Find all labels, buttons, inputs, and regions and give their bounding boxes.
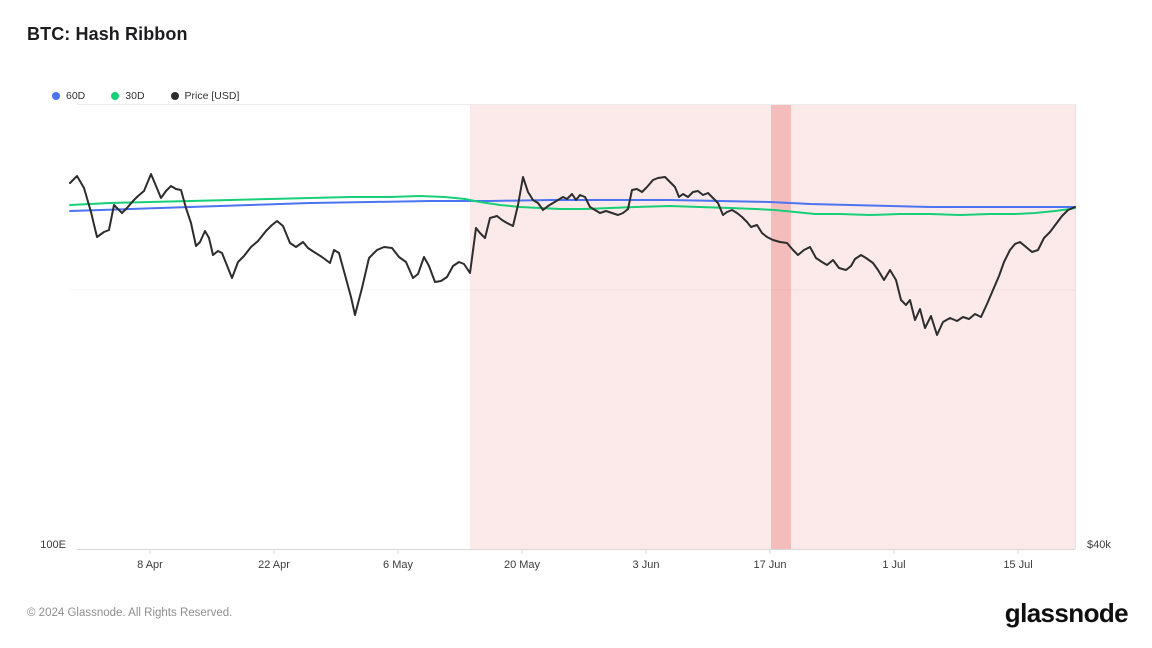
page-title: BTC: Hash Ribbon [27, 24, 188, 44]
legend-label-60d: 60D [66, 89, 86, 102]
copyright-text: © 2024 Glassnode. All Rights Reserved. [27, 607, 233, 619]
x-tick-label: 8 Apr [137, 559, 163, 571]
legend-item-60d[interactable]: 60D [52, 91, 85, 102]
glassnode-logo: glassnode [1004, 598, 1129, 628]
x-tick-label: 6 May [383, 559, 413, 571]
x-tick-label: 3 Jun [633, 559, 660, 571]
capitulation-band-region [771, 104, 791, 549]
chart-legend: 60D 30D Price [USD] [52, 89, 239, 103]
legend-label-30d: 30D [125, 89, 145, 102]
legend-dot-price-icon [170, 92, 179, 100]
series-line-30d [69, 195, 1076, 216]
legend-item-30d[interactable]: 30D [111, 89, 145, 102]
legend-dot-30d-icon [111, 92, 120, 100]
x-tick-label: 20 May [504, 559, 541, 571]
y-axis-right-label: $40k [1087, 539, 1111, 551]
legend-item-price[interactable]: Price [USD] [170, 89, 240, 102]
series-line-60d [69, 199, 1076, 212]
legend-label-price: Price [USD] [184, 89, 240, 102]
series-line-price-usd [69, 173, 1076, 336]
x-tick-label: 22 Apr [258, 559, 290, 571]
x-tick-label: 17 Jun [753, 559, 786, 571]
x-tick-label: 1 Jul [882, 559, 905, 571]
y-axis-left-label: 100E [40, 539, 66, 551]
legend-dot-60d-icon [52, 92, 60, 100]
x-tick-label: 15 Jul [1003, 559, 1032, 571]
